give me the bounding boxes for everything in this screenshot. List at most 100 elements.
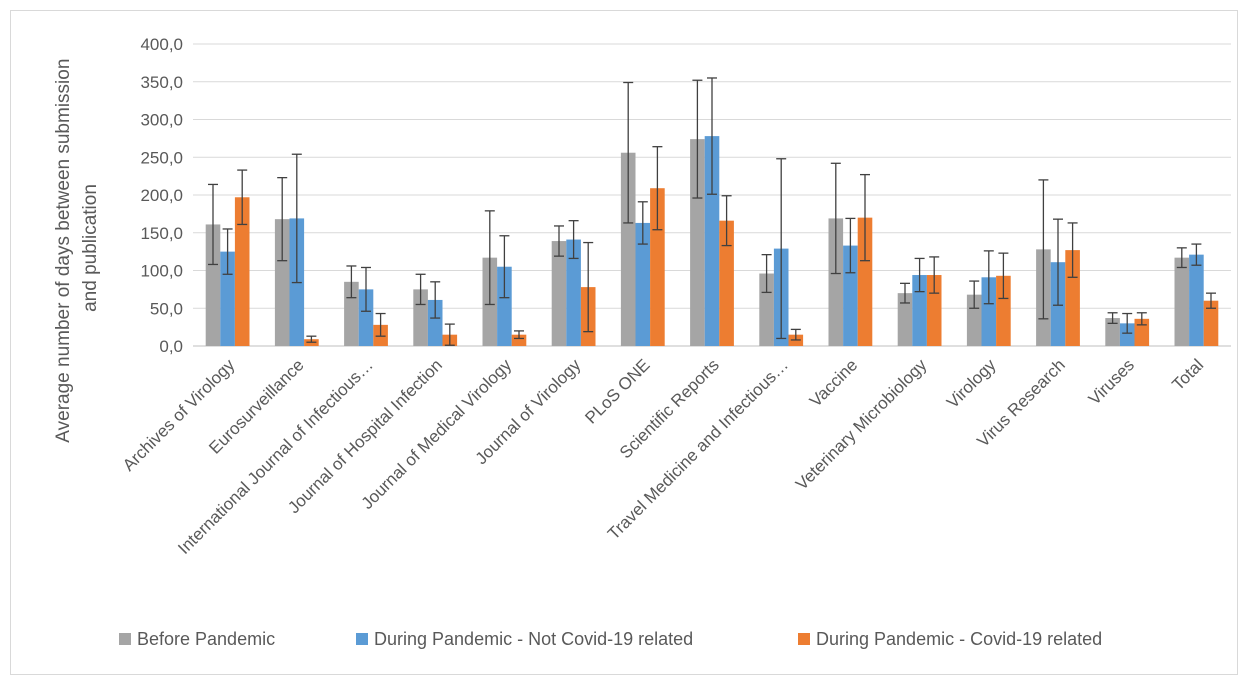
bar [1119, 323, 1135, 346]
bar [635, 222, 651, 346]
y-tick-label: 250,0 [140, 148, 183, 167]
bar [274, 219, 290, 346]
error-bar [929, 256, 940, 294]
y-tick-label: 350,0 [140, 73, 183, 92]
x-category-label: Veterinary Microbiology [792, 355, 931, 494]
x-category-label: Archives of Virology [119, 355, 239, 475]
legend-swatch [798, 633, 810, 645]
legend-swatch [356, 633, 368, 645]
bar [234, 197, 250, 346]
bar [358, 289, 374, 346]
error-bar [1122, 312, 1133, 334]
error-bar [277, 176, 288, 262]
legend: Before Pandemic During Pandemic - Not Cov… [119, 629, 1102, 649]
y-tick-label: 400,0 [140, 35, 183, 54]
y-axis-title-line-2: and publication [80, 184, 101, 312]
error-bar [346, 265, 357, 299]
legend-label: During Pandemic - Not Covid-19 related [374, 629, 693, 649]
error-bar [983, 250, 994, 305]
error-bar [860, 173, 870, 262]
y-tick-label: 200,0 [140, 186, 183, 205]
error-bar [830, 162, 841, 275]
error-bar [499, 235, 510, 299]
error-bar [998, 252, 1009, 300]
error-bar [1067, 222, 1078, 278]
bar [897, 293, 913, 346]
bar [1134, 318, 1150, 346]
bar [1174, 257, 1190, 346]
chart-frame: 0,0 50,0 100,0 150,0 200,0 250,0 300,0 350,0 400… [10, 10, 1238, 675]
bar [759, 273, 774, 346]
error-bar [514, 330, 524, 340]
error-bar [776, 158, 787, 340]
error-bar [1107, 312, 1118, 325]
bar [966, 294, 982, 346]
y-tick-label: 0,0 [159, 337, 183, 356]
error-bar [721, 195, 732, 247]
bar [1203, 300, 1219, 346]
bar [650, 188, 665, 346]
error-bars [208, 77, 1216, 346]
legend-label: During Pandemic - Covid-19 related [816, 629, 1102, 649]
error-bar [652, 146, 663, 231]
legend-label: Before Pandemic [137, 629, 275, 649]
y-axis-ticks: 0,0 50,0 100,0 150,0 200,0 250,0 300,0 350,0 400… [140, 35, 183, 356]
error-bar [291, 153, 302, 284]
bar [205, 224, 221, 346]
error-bar [1191, 243, 1202, 266]
x-axis-categories: Archives of VirologyEurosurveillanceInte… [119, 355, 1207, 558]
bar-chart: 0,0 50,0 100,0 150,0 200,0 250,0 300,0 350,0 400… [53, 35, 1231, 649]
x-category-label: Total [1168, 355, 1207, 394]
error-bar [969, 280, 980, 309]
bar [620, 152, 636, 346]
bar [497, 266, 512, 346]
error-bar [1136, 312, 1147, 326]
legend-item: During Pandemic - Not Covid-19 related [356, 629, 693, 649]
error-bar [415, 273, 426, 306]
bar [220, 251, 235, 346]
x-category-label: Virology [943, 355, 1000, 412]
y-axis-title: Average number of days between submissio… [53, 53, 101, 442]
error-bar [1053, 218, 1063, 306]
bar [511, 334, 527, 346]
y-tick-label: 50,0 [150, 299, 183, 318]
error-bar [761, 253, 772, 294]
bar [566, 239, 581, 346]
bar [1065, 250, 1080, 346]
error-bar [222, 228, 233, 275]
error-bar [430, 281, 441, 319]
x-category-label: Vaccine [806, 355, 861, 410]
bar [413, 289, 428, 346]
error-bar [554, 225, 564, 257]
bar [996, 275, 1011, 346]
error-bar [707, 77, 717, 195]
legend-item: During Pandemic - Covid-19 related [798, 629, 1102, 649]
error-bar [637, 201, 648, 245]
error-bar [692, 79, 703, 199]
bar [981, 277, 997, 346]
bar [843, 245, 858, 346]
y-tick-label: 150,0 [140, 224, 183, 243]
error-bar [845, 217, 856, 274]
error-bar [1038, 179, 1049, 320]
error-bar [900, 282, 910, 304]
y-tick-label: 300,0 [140, 111, 183, 130]
bar [704, 136, 720, 346]
error-bar [568, 220, 579, 260]
bar [1189, 254, 1204, 346]
error-bar [361, 266, 371, 312]
error-bar [1206, 292, 1216, 309]
error-bar [583, 241, 594, 333]
bar [690, 139, 705, 346]
bar [857, 217, 873, 346]
error-bar [375, 312, 386, 337]
error-bar [208, 183, 218, 266]
bar [551, 241, 567, 346]
bar [427, 299, 443, 346]
y-axis-title-line-1: Average number of days between submissio… [53, 59, 74, 443]
bars [205, 136, 1219, 346]
error-bar [484, 210, 495, 306]
error-bar [790, 328, 801, 341]
bar [828, 218, 844, 346]
error-bar [306, 335, 317, 343]
